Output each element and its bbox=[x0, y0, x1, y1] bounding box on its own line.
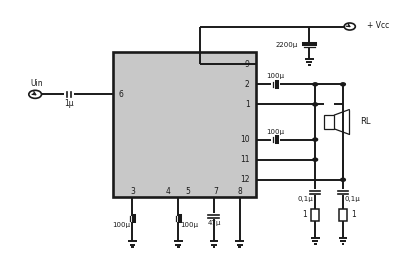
Text: 8: 8 bbox=[237, 187, 242, 196]
Circle shape bbox=[341, 178, 345, 181]
Circle shape bbox=[313, 158, 318, 161]
Text: 100μ: 100μ bbox=[266, 129, 284, 135]
Text: 1: 1 bbox=[351, 210, 356, 219]
Text: Uin: Uin bbox=[31, 78, 44, 88]
Text: 100μ: 100μ bbox=[112, 222, 130, 228]
Text: 6: 6 bbox=[118, 90, 124, 99]
Text: 3: 3 bbox=[130, 187, 135, 196]
Text: 9: 9 bbox=[245, 60, 250, 69]
Bar bbox=[324, 115, 334, 129]
Text: 100μ: 100μ bbox=[266, 73, 284, 79]
Text: RL: RL bbox=[360, 118, 370, 126]
Text: 7: 7 bbox=[214, 187, 218, 196]
Text: 2: 2 bbox=[245, 80, 250, 89]
Circle shape bbox=[313, 83, 318, 86]
Text: 1μ: 1μ bbox=[64, 99, 74, 108]
Text: 10: 10 bbox=[240, 135, 250, 144]
Text: 1: 1 bbox=[245, 100, 250, 109]
Text: 12: 12 bbox=[240, 175, 250, 184]
Circle shape bbox=[341, 83, 345, 86]
Text: 0,1μ: 0,1μ bbox=[298, 196, 313, 202]
Circle shape bbox=[313, 138, 318, 141]
Bar bbox=[113, 52, 256, 197]
Text: 2200μ: 2200μ bbox=[275, 42, 297, 48]
Text: 1: 1 bbox=[302, 210, 307, 219]
Text: 11: 11 bbox=[240, 155, 250, 164]
Text: 5: 5 bbox=[186, 187, 190, 196]
Text: + Vcc: + Vcc bbox=[367, 21, 389, 30]
Circle shape bbox=[313, 103, 318, 106]
Text: 4: 4 bbox=[166, 187, 171, 196]
Bar bbox=[311, 209, 319, 221]
Bar bbox=[339, 209, 347, 221]
Text: 47μ: 47μ bbox=[207, 220, 220, 226]
Text: 100μ: 100μ bbox=[180, 222, 198, 228]
Text: 0,1μ: 0,1μ bbox=[345, 196, 361, 202]
